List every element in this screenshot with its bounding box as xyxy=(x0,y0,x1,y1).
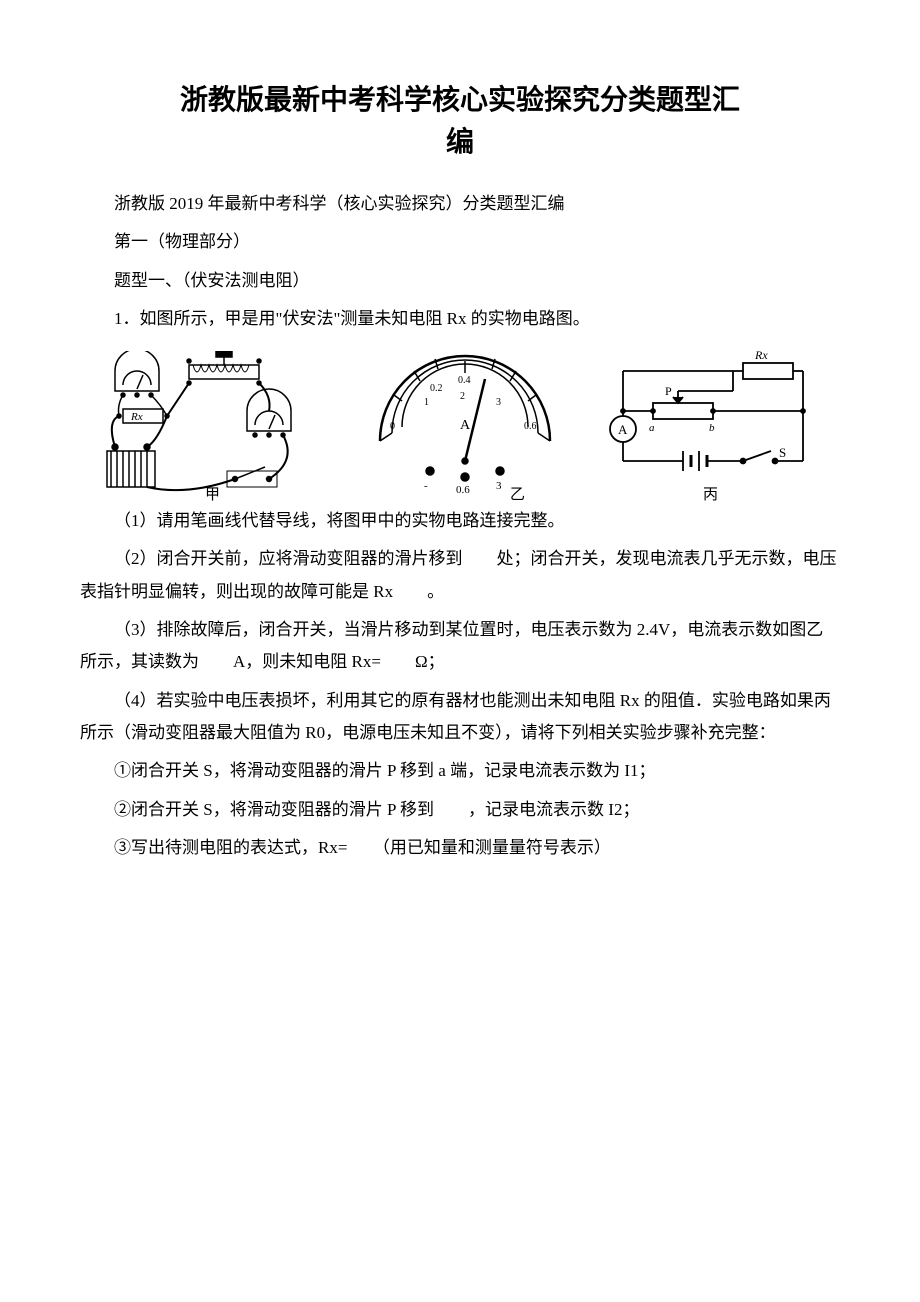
q1-part1: （1）请用笔画线代替导线，将图甲中的实物电路连接完整。 xyxy=(80,505,840,537)
svg-text:Rx: Rx xyxy=(754,351,768,362)
svg-text:0.4: 0.4 xyxy=(458,375,471,386)
svg-text:0.2: 0.2 xyxy=(430,383,443,394)
figure-yi: A 0.2 0.4 0 0.6 1 2 3 - 0.6 3 乙 xyxy=(360,351,570,501)
svg-text:3: 3 xyxy=(496,480,502,492)
svg-text:-: - xyxy=(424,480,428,492)
svg-text:2: 2 xyxy=(460,391,465,402)
page-title: 浙教版最新中考科学核心实验探究分类题型汇 编 xyxy=(80,80,840,164)
svg-text:乙: 乙 xyxy=(510,487,525,501)
q1-part3: （3）排除故障后，闭合开关，当滑片移动到某位置时，电压表示数为 2.4V，电流表… xyxy=(80,614,840,679)
q1-part4-step2: ②闭合开关 S，将滑动变阻器的滑片 P 移到 ，记录电流表示数 I2； xyxy=(80,794,840,826)
figure-row: Rx xyxy=(80,351,840,501)
figure-jia: Rx xyxy=(97,351,327,501)
svg-text:S: S xyxy=(779,445,786,460)
svg-text:0: 0 xyxy=(390,421,395,432)
question-1: 1．如图所示，甲是用"伏安法"测量未知电阻 Rx 的实物电路图。 xyxy=(80,303,840,335)
svg-text:0.6: 0.6 xyxy=(456,484,470,496)
svg-text:A: A xyxy=(460,418,471,433)
svg-text:丙: 丙 xyxy=(703,487,718,501)
svg-text:b: b xyxy=(709,422,715,434)
svg-text:P: P xyxy=(665,384,672,398)
svg-text:Rx: Rx xyxy=(130,411,143,423)
figure-bing: Rx S A a b xyxy=(603,351,823,501)
svg-text:甲: 甲 xyxy=(205,487,220,501)
svg-text:a: a xyxy=(649,422,655,434)
svg-text:3: 3 xyxy=(496,397,501,408)
svg-text:0.6: 0.6 xyxy=(524,421,537,432)
svg-text:A: A xyxy=(618,422,628,437)
intro-text: 浙教版 2019 年最新中考科学（核心实验探究）分类题型汇编 xyxy=(80,188,840,220)
title-line-1: 浙教版最新中考科学核心实验探究分类题型汇 xyxy=(180,85,740,116)
section-1: 第一（物理部分） xyxy=(80,226,840,258)
q1-part2: （2）闭合开关前，应将滑动变阻器的滑片移到 处；闭合开关，发现电流表几乎无示数，… xyxy=(80,543,840,608)
title-line-2: 编 xyxy=(446,127,474,158)
q1-part4-step1: ①闭合开关 S，将滑动变阻器的滑片 P 移到 a 端，记录电流表示数为 I1； xyxy=(80,755,840,787)
q1-part4: （4）若实验中电压表损坏，利用其它的原有器材也能测出未知电阻 Rx 的阻值．实验… xyxy=(80,685,840,750)
svg-text:1: 1 xyxy=(424,397,429,408)
q1-part4-step3: ③写出待测电阻的表达式，Rx= （用已知量和测量量符号表示） xyxy=(80,832,840,864)
subtype-1: 题型一、（伏安法测电阻） xyxy=(80,265,840,297)
